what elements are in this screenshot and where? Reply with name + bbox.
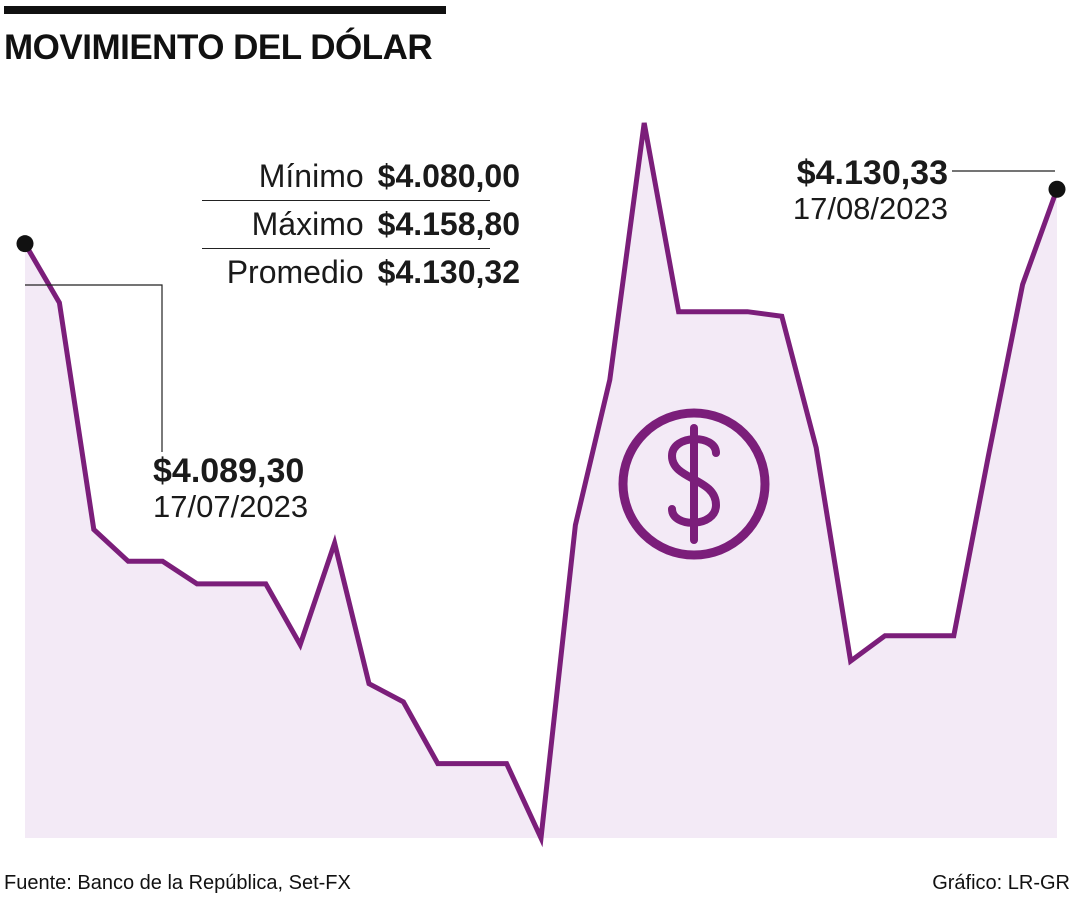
dollar-circle-icon	[618, 408, 770, 560]
stat-divider	[202, 200, 490, 201]
source-note: Fuente: Banco de la República, Set-FX	[4, 872, 351, 894]
stats-table: Mínimo $4.080,00 Máximo $4.158,80 Promed…	[200, 152, 520, 296]
callout-start-value: $4.089,30	[153, 452, 305, 490]
credit-note: Gráfico: LR-GR	[932, 872, 1070, 894]
chart-title: MOVIMIENTO DEL DÓLAR	[4, 28, 433, 67]
marker-end	[1048, 180, 1066, 198]
stat-row-minimum: Mínimo $4.080,00	[200, 152, 520, 200]
callout-end-date: 17/08/2023	[792, 191, 948, 226]
title-rule	[4, 6, 446, 14]
stat-label: Máximo	[251, 206, 364, 242]
callout-start: $4.089,30 17/07/2023	[153, 452, 308, 524]
stat-value: $4.158,80	[377, 206, 520, 242]
callout-end-value: $4.130,33	[796, 154, 948, 192]
stat-value: $4.080,00	[377, 158, 520, 194]
stat-row-average: Promedio $4.130,32	[200, 248, 520, 296]
stat-value: $4.130,32	[377, 254, 520, 290]
callout-start-date: 17/07/2023	[153, 489, 309, 524]
callout-end: $4.130,33 17/08/2023	[774, 154, 948, 226]
stat-row-maximum: Máximo $4.158,80	[200, 200, 520, 248]
series-line	[22, 122, 1060, 848]
area-fill	[25, 123, 1057, 838]
leader-line-start	[25, 284, 163, 452]
stat-divider	[202, 248, 490, 249]
stat-label: Promedio	[226, 254, 364, 290]
marker-start	[16, 235, 34, 253]
stat-label: Mínimo	[258, 158, 364, 194]
